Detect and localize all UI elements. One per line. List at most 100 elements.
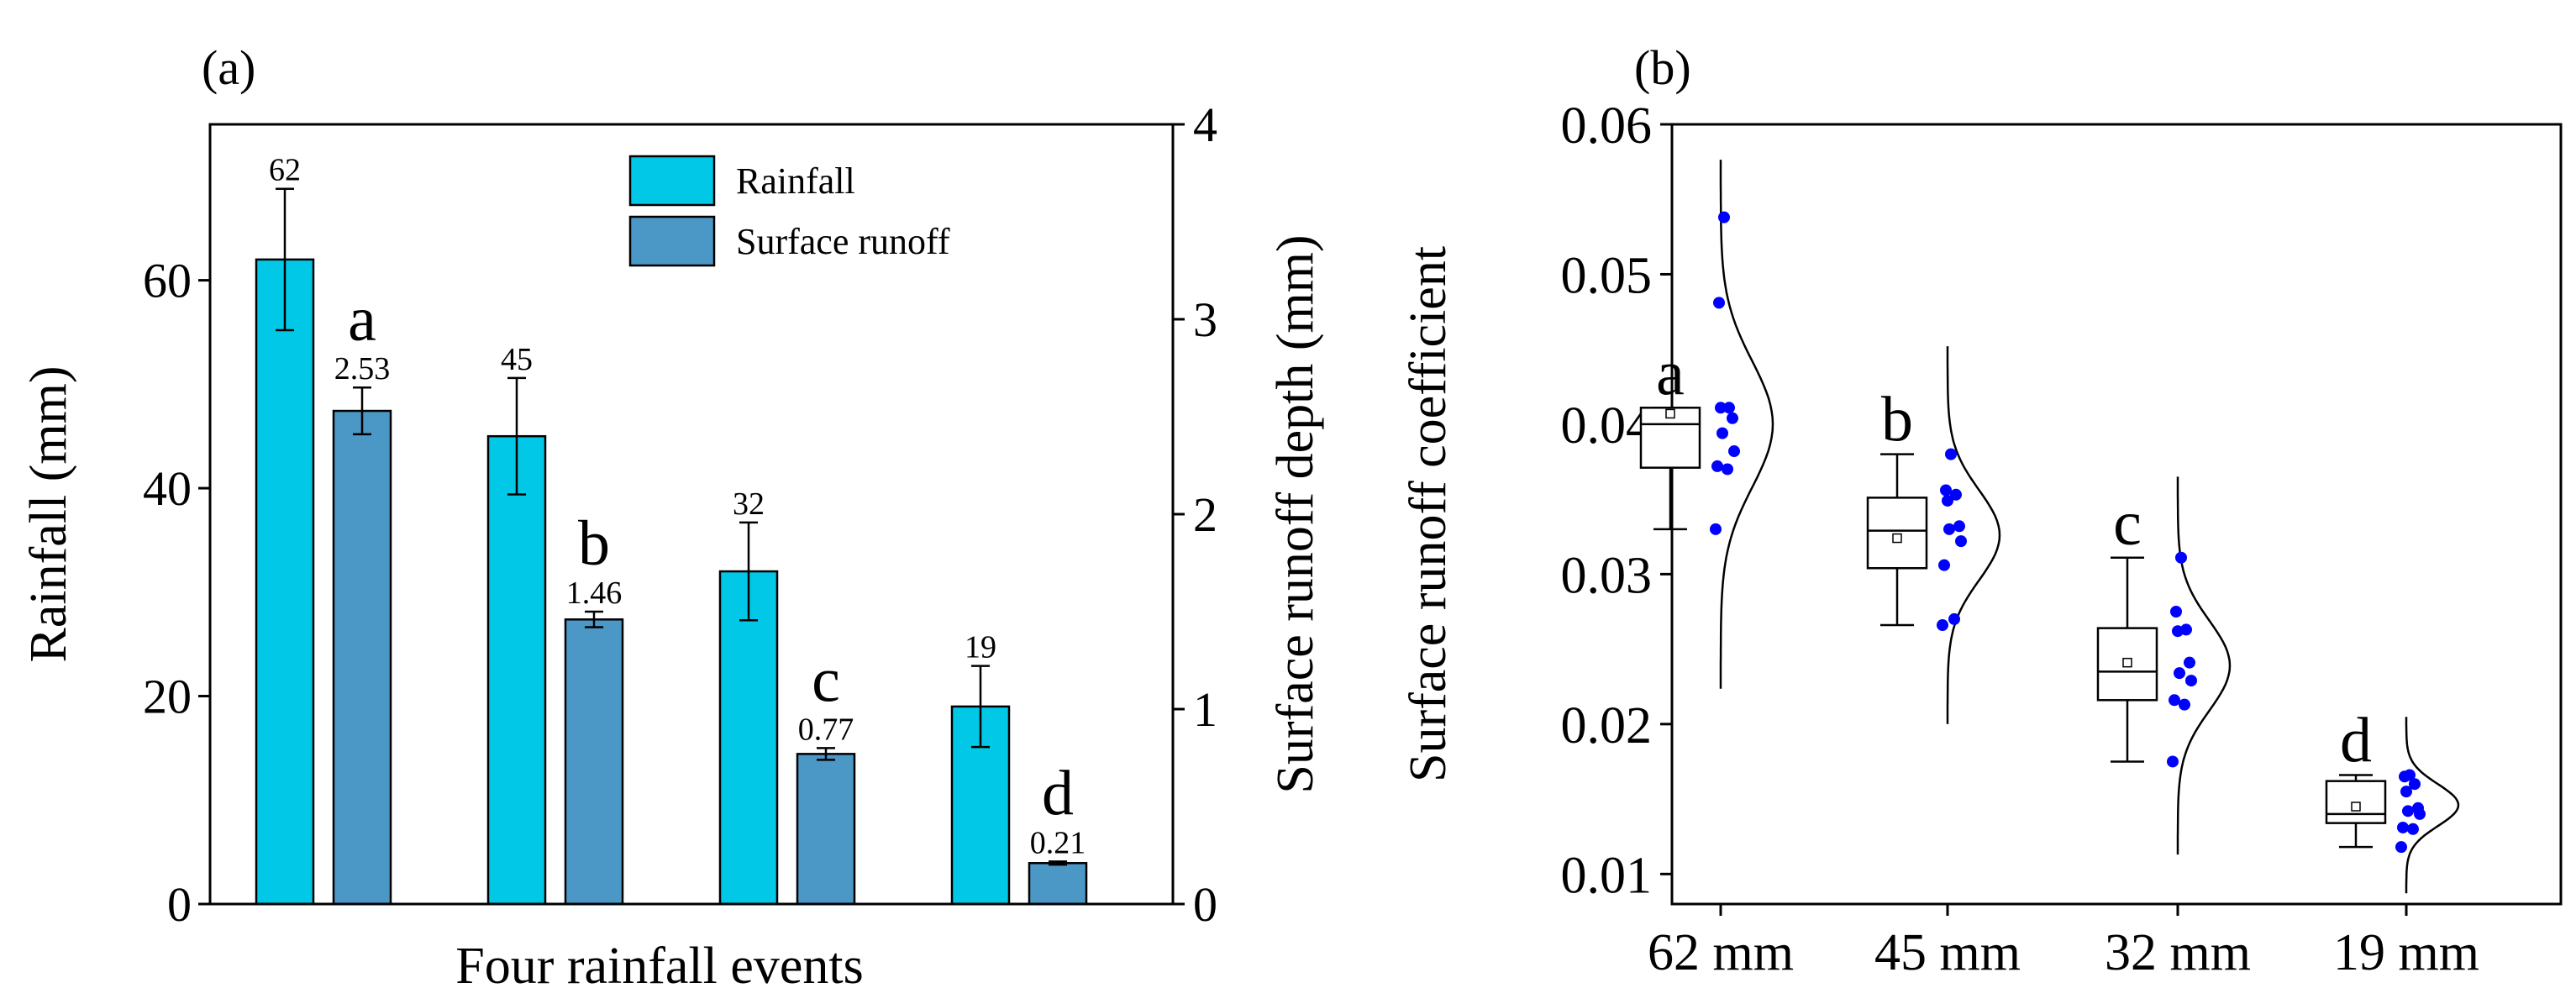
- panel-a-x-axis-title: Four rainfall events: [455, 938, 864, 995]
- data-point: [1718, 211, 1730, 223]
- bar-value-label: 62: [269, 153, 301, 188]
- data-point: [1713, 297, 1725, 309]
- bar-value-label: 45: [501, 342, 533, 377]
- panel-a-label: (a): [202, 40, 255, 95]
- data-point: [2174, 667, 2185, 680]
- panel-a-left-axis-ticks: 0 20 40 60: [143, 254, 210, 932]
- y-axis-tick-label: 0.02: [1561, 697, 1653, 754]
- data-point: [1950, 488, 1962, 501]
- box-mean-marker: [1665, 408, 1675, 419]
- data-point: [2179, 698, 2190, 711]
- data-point: [2185, 675, 2197, 687]
- panel-b-distribution-curves: [1719, 160, 2460, 894]
- bar-value-label: 0.21: [1030, 825, 1086, 860]
- panel-a-right-axis-ticks: 0 1 2 3 4: [1173, 97, 1217, 932]
- panel-a-y-axis-title: Rainfall (mm): [20, 366, 77, 663]
- data-point: [1945, 448, 1957, 460]
- data-point: [2399, 770, 2410, 783]
- panel-b-y-axis-title: Surface runoff coefficient: [1400, 246, 1457, 782]
- data-point: [2169, 694, 2180, 707]
- distribution-curve: [2405, 717, 2460, 894]
- panel-b-boxes: [1639, 407, 2387, 849]
- panel-a-error-bars: [276, 187, 1067, 866]
- data-point: [2184, 656, 2195, 669]
- significance-letter: d: [1042, 758, 1074, 828]
- panel-a-value-labels: 62 45 32 19 2.53 1.46 0.77 0.21: [269, 153, 1086, 861]
- distribution-curve: [1946, 346, 2001, 724]
- right-axis-tick-label: 2: [1193, 487, 1217, 542]
- data-point: [1716, 427, 1728, 439]
- right-axis-tick-label: 1: [1193, 682, 1217, 737]
- data-point: [1722, 463, 1733, 476]
- right-axis-tick-label: 4: [1193, 97, 1217, 152]
- significance-letter: a: [1656, 338, 1685, 408]
- x-axis-category-label: 62 mm: [1648, 924, 1794, 981]
- significance-letter: a: [348, 284, 376, 355]
- data-point: [1938, 559, 1950, 571]
- significance-letter: d: [2340, 706, 2372, 776]
- y-axis-tick-label: 0.01: [1561, 847, 1653, 904]
- data-point: [1710, 523, 1722, 535]
- box-mean-marker: [2122, 657, 2132, 668]
- panel-b-significance-letters: a b c d: [1656, 338, 2372, 775]
- data-point: [2395, 841, 2407, 854]
- panel-a-significance-letters: a b c d: [348, 284, 1074, 828]
- panel-b-label: (b): [1634, 40, 1691, 95]
- bar-value-label: 32: [733, 486, 765, 522]
- bar-rainfall: [486, 434, 547, 906]
- significance-letter: b: [1881, 385, 1913, 455]
- panel-b-plot-frame: [1670, 123, 2563, 906]
- data-point: [1943, 523, 1955, 535]
- bar-runoff: [332, 409, 392, 906]
- data-point: [2167, 755, 2179, 768]
- data-point: [2172, 625, 2184, 638]
- data-point: [1937, 619, 1948, 632]
- data-point: [1728, 445, 1740, 458]
- panel-b-axis-ticks: 0.01 0.02 0.03 0.04 0.05 0.06 62 mm 45 mm 32 mm 1…: [1561, 97, 2479, 981]
- data-point: [1711, 460, 1723, 472]
- data-point: [1955, 535, 1967, 548]
- left-axis-tick-label: 0: [167, 877, 192, 932]
- significance-letter: c: [812, 644, 840, 715]
- significance-letter: c: [2113, 488, 2142, 559]
- data-point: [2402, 805, 2414, 817]
- legend-swatch-runoff: [628, 215, 716, 267]
- bar-runoff: [1028, 862, 1088, 906]
- bar-runoff: [564, 618, 624, 906]
- left-axis-tick-label: 40: [143, 461, 192, 516]
- data-point: [1948, 612, 1960, 625]
- data-point: [1715, 402, 1727, 414]
- distribution-curve: [1719, 160, 1774, 689]
- data-point: [1940, 484, 1952, 497]
- legend-label-rainfall: Rainfall: [736, 160, 855, 202]
- panel-b-data-points: [1710, 211, 2426, 854]
- x-axis-category-label: 45 mm: [1874, 924, 2021, 981]
- data-point: [2175, 551, 2187, 564]
- data-point: [2170, 606, 2182, 618]
- data-point: [1942, 494, 1953, 507]
- y-axis-tick-label: 0.03: [1561, 547, 1653, 604]
- panel-a-legend: Rainfall Surface runoff: [628, 155, 950, 267]
- box-iqr: [1866, 497, 1928, 570]
- data-point: [2414, 807, 2426, 820]
- x-axis-category-label: 32 mm: [2105, 924, 2251, 981]
- data-point: [2400, 786, 2412, 798]
- panel-a-bar-chart: (a) 0 20 40 60 0 1 2 3 4 62 45 32 19 2.53 1.46 0.77 0.…: [20, 40, 1324, 995]
- panel-b-axes: [1670, 123, 2563, 906]
- y-axis-tick-label: 0.05: [1561, 247, 1653, 304]
- box-mean-marker: [1892, 533, 1902, 544]
- bar-value-label: 19: [965, 630, 996, 665]
- data-point: [1953, 520, 1965, 533]
- left-axis-tick-label: 60: [143, 254, 192, 308]
- data-point: [2409, 778, 2421, 791]
- bar-value-label: 2.53: [334, 351, 391, 386]
- distribution-curve: [2176, 476, 2232, 855]
- left-axis-tick-label: 20: [143, 670, 192, 724]
- panel-a-y2-axis-title: Surface runoff depth (mm): [1267, 234, 1324, 793]
- box-mean-marker: [2351, 802, 2361, 812]
- significance-letter: b: [578, 508, 610, 579]
- data-point: [1727, 412, 1738, 424]
- legend-swatch-rainfall: [628, 155, 716, 207]
- bar-value-label: 0.77: [798, 712, 854, 747]
